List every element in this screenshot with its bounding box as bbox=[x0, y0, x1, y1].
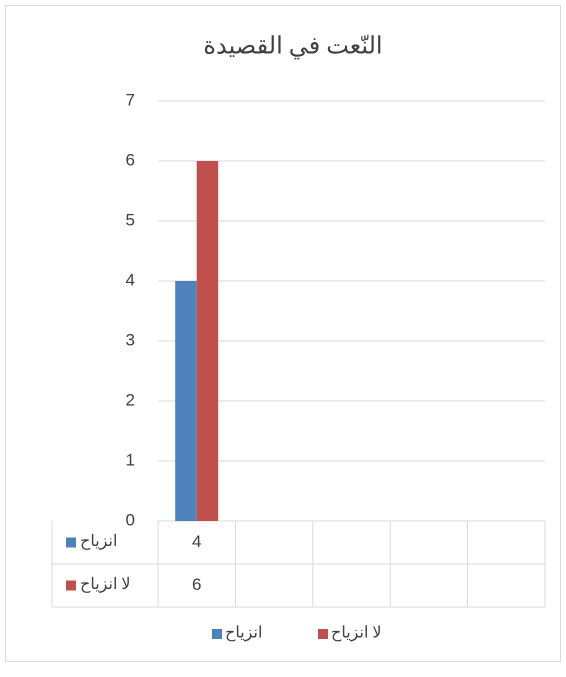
legend-label: انزياح bbox=[225, 625, 262, 642]
y-tick-label: 1 bbox=[126, 450, 135, 469]
table-value: 6 bbox=[192, 575, 201, 594]
y-tick-label: 2 bbox=[126, 390, 135, 409]
legend-key bbox=[212, 629, 222, 639]
table-legend-key bbox=[66, 537, 76, 548]
legend-key bbox=[318, 629, 328, 639]
y-tick-label: 0 bbox=[126, 510, 135, 529]
y-tick-label: 3 bbox=[126, 330, 135, 349]
table-series-name: لا انزياح bbox=[80, 576, 131, 593]
bar bbox=[196, 161, 219, 521]
y-tick-label: 5 bbox=[126, 210, 135, 229]
y-tick-label: 7 bbox=[126, 90, 135, 109]
chart-border bbox=[5, 5, 561, 662]
table-series-name: انزياح bbox=[80, 533, 117, 550]
y-tick-label: 4 bbox=[126, 270, 135, 289]
table-legend-key bbox=[66, 580, 76, 591]
chart-title: النّعت في القصيدة bbox=[203, 34, 382, 60]
bar bbox=[175, 281, 197, 521]
table-value: 4 bbox=[192, 532, 201, 551]
y-tick-label: 6 bbox=[126, 150, 135, 169]
legend-label: لا انزياح bbox=[331, 625, 382, 642]
